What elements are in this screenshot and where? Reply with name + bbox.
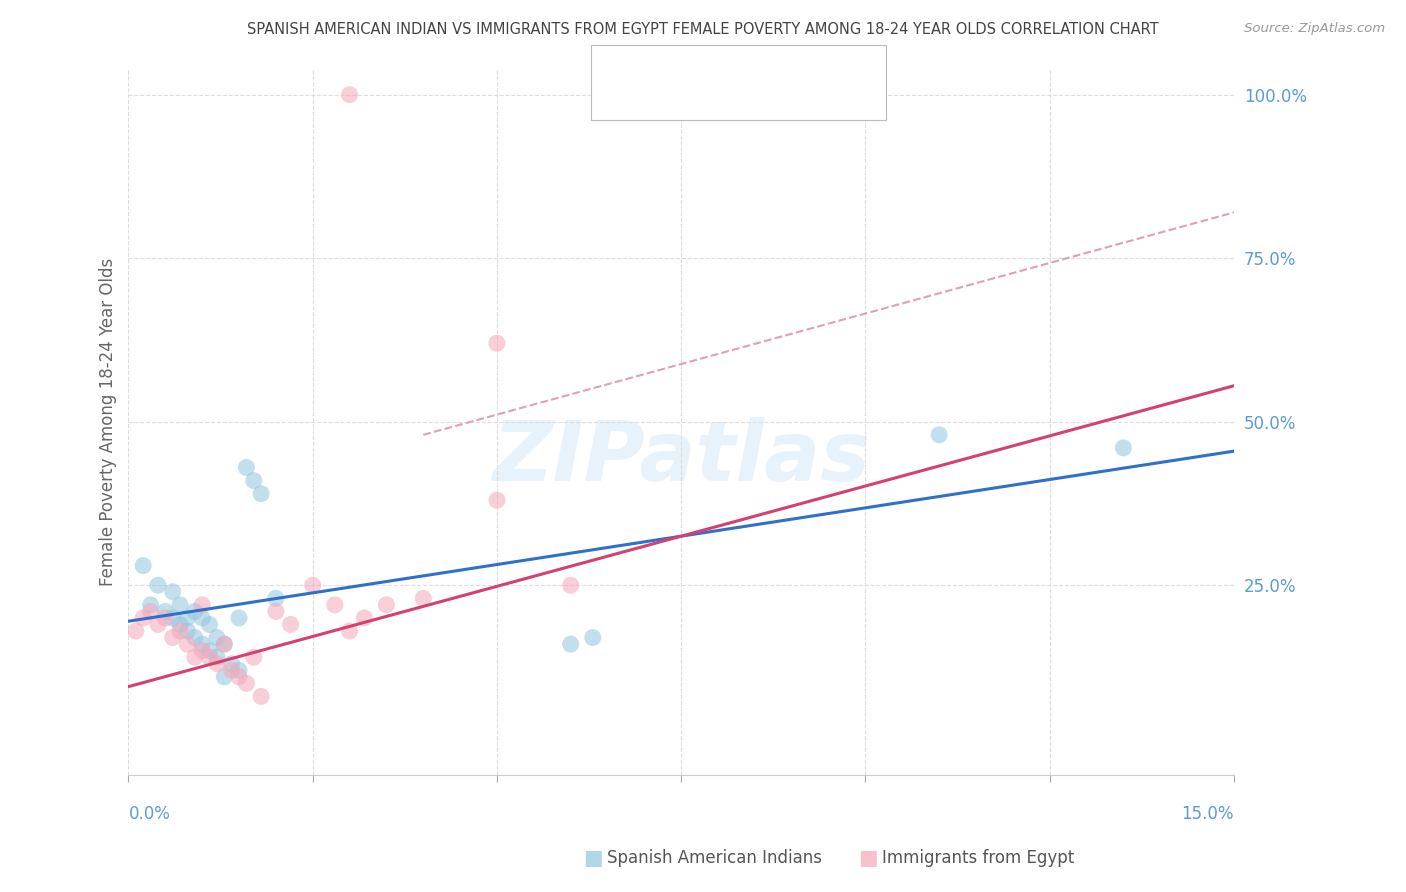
Point — [235, 676, 257, 690]
Point — [1112, 441, 1135, 455]
Point — [198, 643, 221, 657]
Point — [162, 611, 184, 625]
Point — [560, 637, 582, 651]
Point — [155, 611, 177, 625]
Point — [221, 663, 243, 677]
Point — [191, 611, 214, 625]
Point — [339, 87, 361, 102]
Point — [176, 624, 198, 638]
Point — [155, 604, 177, 618]
Point — [191, 643, 214, 657]
Point — [264, 591, 287, 606]
Point — [191, 598, 214, 612]
Point — [125, 624, 148, 638]
Point — [264, 604, 287, 618]
Point — [205, 631, 228, 645]
Point — [301, 578, 323, 592]
Point — [375, 598, 398, 612]
Point — [162, 631, 184, 645]
Text: 32: 32 — [745, 93, 766, 111]
Point — [139, 604, 162, 618]
Point — [596, 87, 619, 102]
Point — [169, 624, 191, 638]
Text: 0.0%: 0.0% — [128, 805, 170, 823]
Point — [242, 474, 264, 488]
Text: 0.292: 0.292 — [666, 57, 714, 75]
Text: Source: ZipAtlas.com: Source: ZipAtlas.com — [1244, 22, 1385, 36]
Text: Spanish American Indians: Spanish American Indians — [607, 849, 823, 867]
Text: ■: ■ — [607, 93, 624, 111]
Text: SPANISH AMERICAN INDIAN VS IMMIGRANTS FROM EGYPT FEMALE POVERTY AMONG 18-24 YEAR: SPANISH AMERICAN INDIAN VS IMMIGRANTS FR… — [247, 22, 1159, 37]
Text: ■: ■ — [858, 848, 877, 868]
Point — [214, 637, 236, 651]
Y-axis label: Female Poverty Among 18-24 Year Olds: Female Poverty Among 18-24 Year Olds — [100, 258, 117, 586]
Text: 31: 31 — [745, 57, 766, 75]
Text: ■: ■ — [583, 848, 603, 868]
Text: ■: ■ — [607, 57, 624, 75]
Point — [169, 598, 191, 612]
Point — [139, 598, 162, 612]
Text: N =: N = — [706, 57, 754, 75]
Point — [323, 598, 346, 612]
Point — [228, 670, 250, 684]
Point — [221, 657, 243, 671]
Point — [205, 657, 228, 671]
Point — [412, 591, 434, 606]
Point — [176, 611, 198, 625]
Point — [250, 486, 273, 500]
Point — [228, 663, 250, 677]
Point — [250, 690, 273, 704]
Text: 0.394: 0.394 — [666, 93, 714, 111]
Point — [582, 631, 605, 645]
Point — [235, 460, 257, 475]
Point — [198, 617, 221, 632]
Point — [184, 650, 207, 665]
Point — [560, 578, 582, 592]
Point — [169, 617, 191, 632]
Point — [353, 611, 375, 625]
Text: Immigrants from Egypt: Immigrants from Egypt — [882, 849, 1074, 867]
Point — [146, 578, 169, 592]
Point — [928, 427, 950, 442]
Point — [162, 584, 184, 599]
Text: R =: R = — [633, 93, 669, 111]
Point — [485, 493, 508, 508]
Point — [176, 637, 198, 651]
Point — [132, 558, 155, 573]
Text: N =: N = — [706, 93, 754, 111]
Point — [184, 604, 207, 618]
Point — [339, 624, 361, 638]
Point — [132, 611, 155, 625]
Point — [242, 650, 264, 665]
Point — [214, 637, 236, 651]
Point — [280, 617, 302, 632]
Point — [184, 631, 207, 645]
Text: 15.0%: 15.0% — [1181, 805, 1234, 823]
Point — [214, 670, 236, 684]
Point — [146, 617, 169, 632]
Text: ZIPatlas: ZIPatlas — [492, 417, 870, 498]
Point — [228, 611, 250, 625]
Text: R =: R = — [633, 57, 669, 75]
Point — [198, 650, 221, 665]
Point — [485, 336, 508, 351]
Point — [205, 650, 228, 665]
Point — [191, 637, 214, 651]
